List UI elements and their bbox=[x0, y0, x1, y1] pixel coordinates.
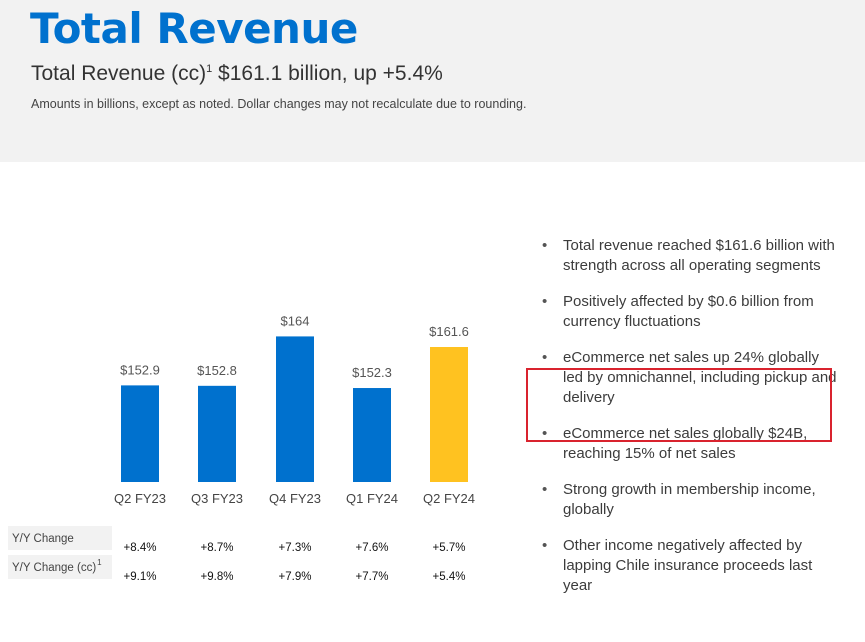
change-value: +5.7% bbox=[433, 542, 466, 554]
row-label: Y/Y Change bbox=[12, 533, 74, 545]
amounts-note: Amounts in billions, except as noted. Do… bbox=[31, 97, 527, 111]
category-label: Q2 FY24 bbox=[423, 491, 475, 506]
change-value: +7.7% bbox=[356, 571, 389, 583]
bullet-item: • Other income negatively affected by lap… bbox=[540, 536, 840, 596]
bullet-item: • Total revenue reached $161.6 billion wi… bbox=[540, 236, 840, 276]
bullet-dot-icon: • bbox=[542, 237, 548, 254]
bullet-item: • Positively affected by $0.6 billion fro… bbox=[540, 292, 840, 332]
bullet-text: eCommerce net sales globally $24B, reach… bbox=[563, 425, 808, 462]
category-label: Q1 FY24 bbox=[346, 491, 398, 506]
bullet-dot-icon: • bbox=[542, 293, 548, 310]
bullet-text: eCommerce net sales up 24% globally led … bbox=[563, 349, 837, 406]
bullet-dot-icon: • bbox=[542, 481, 548, 498]
bar-q3-fy23 bbox=[198, 385, 236, 482]
bar-q2-fy23 bbox=[121, 385, 159, 482]
bullet-dot-icon: • bbox=[542, 425, 548, 442]
change-value: +7.6% bbox=[356, 542, 389, 554]
value-label: $152.9 bbox=[120, 362, 160, 377]
bullet-dot-icon: • bbox=[542, 537, 548, 554]
subtitle-label: Total Revenue (cc) bbox=[31, 62, 207, 85]
bullet-dot-icon: • bbox=[542, 349, 548, 366]
category-label: Q4 FY23 bbox=[269, 491, 321, 506]
subtitle: Total Revenue (cc)1 $161.1 billion, up +… bbox=[31, 62, 443, 86]
category-label: Q2 FY23 bbox=[114, 491, 166, 506]
row-label-bg bbox=[8, 526, 112, 550]
bar-q4-fy23 bbox=[276, 336, 314, 482]
bullet-text: Other income negatively affected by lapp… bbox=[563, 537, 813, 594]
bullet-text: Positively affected by $0.6 billion from… bbox=[563, 293, 814, 330]
bar-q1-fy24 bbox=[353, 388, 391, 482]
change-value: +5.4% bbox=[433, 571, 466, 583]
change-value: +7.3% bbox=[279, 542, 312, 554]
subtitle-value: $161.1 billion, up +5.4% bbox=[212, 62, 443, 85]
highlight-box bbox=[526, 368, 832, 442]
footnote-marker: 1 bbox=[97, 558, 102, 567]
footnote-marker: 1 bbox=[206, 63, 213, 75]
value-label: $164 bbox=[281, 313, 310, 328]
row-label-bg bbox=[8, 555, 112, 579]
change-value: +8.4% bbox=[124, 542, 157, 554]
bullet-item: • Strong growth in membership income, glo… bbox=[540, 480, 840, 520]
page-title: Total Revenue bbox=[30, 4, 358, 53]
bars-layer: $152.9 Q2 FY23 $152.8 Q3 FY23 $164 Q4 FY23 $15… bbox=[114, 313, 475, 506]
bullet-item: • eCommerce net sales up 24% globally led… bbox=[540, 348, 840, 408]
bullet-text: Strong growth in membership income, glob… bbox=[563, 481, 816, 518]
change-value: +9.8% bbox=[201, 571, 234, 583]
bar-q2-fy24 bbox=[430, 347, 468, 482]
value-label: $152.8 bbox=[197, 363, 237, 378]
value-label: $161.6 bbox=[429, 324, 469, 339]
change-value: +8.7% bbox=[201, 542, 234, 554]
row-label: Y/Y Change (cc)1 bbox=[12, 558, 102, 574]
yoy-table: Y/Y Change +8.4% +8.7% +7.3% +7.6% +5.7% Y/Y C… bbox=[8, 526, 465, 583]
category-label: Q3 FY23 bbox=[191, 491, 243, 506]
bullet-item: • eCommerce net sales globally $24B, reac… bbox=[540, 424, 840, 464]
value-label: $152.3 bbox=[352, 365, 392, 380]
header-band: Total Revenue Total Revenue (cc)1 $161.1… bbox=[0, 0, 865, 162]
bullet-text: Total revenue reached $161.6 billion wit… bbox=[563, 237, 835, 274]
change-value: +7.9% bbox=[279, 571, 312, 583]
bullet-list: • Total revenue reached $161.6 billion wi… bbox=[540, 236, 840, 612]
change-value: +9.1% bbox=[124, 571, 157, 583]
